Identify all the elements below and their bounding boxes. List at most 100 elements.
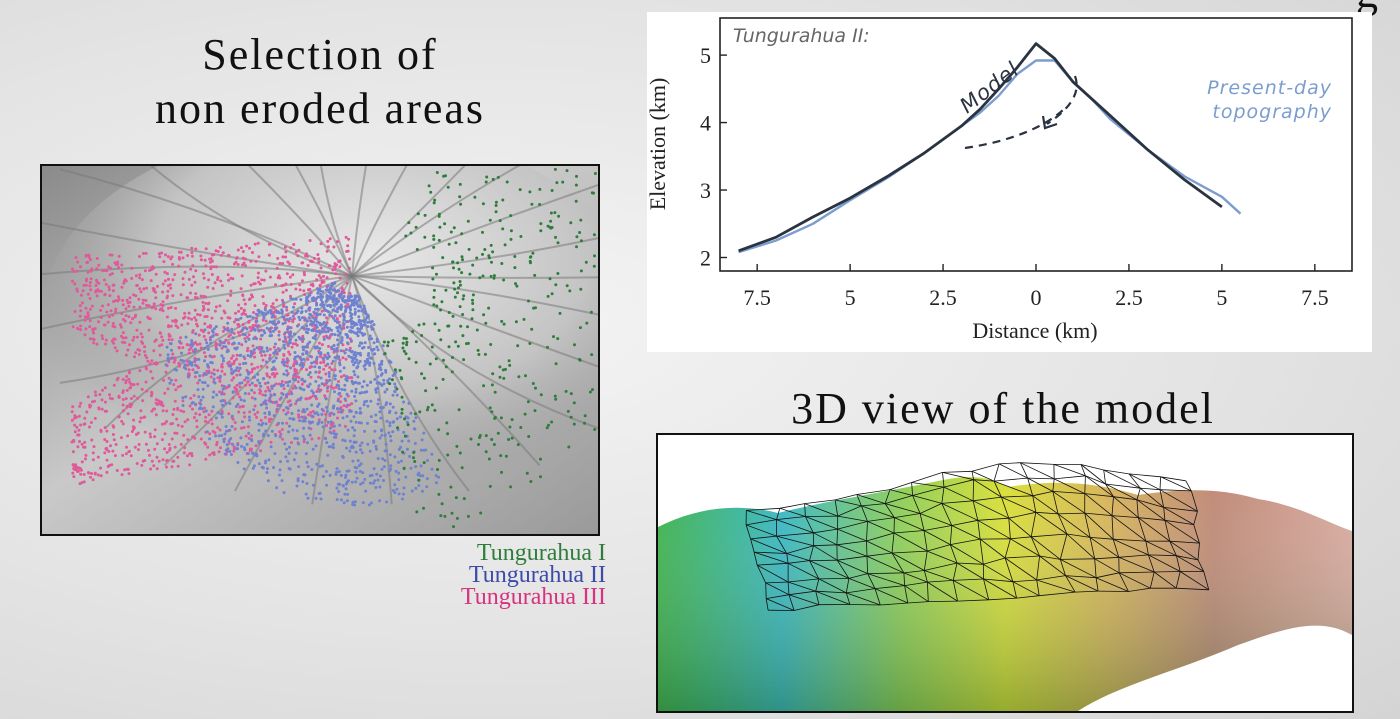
deposit-point	[331, 300, 335, 304]
mesh-edge	[973, 479, 995, 482]
deposit-point	[250, 370, 254, 374]
deposit-point	[349, 339, 353, 343]
deposit-point	[71, 267, 74, 271]
deposit-point	[250, 434, 254, 438]
deposit-point	[244, 434, 248, 438]
deposit-point	[286, 410, 290, 414]
deposit-point	[306, 264, 310, 267]
deposit-point	[469, 437, 473, 441]
deposit-point	[284, 255, 288, 259]
deposit-point	[292, 332, 296, 336]
deposit-point	[548, 277, 552, 281]
mesh-edge	[866, 532, 895, 542]
deposit-point	[327, 372, 331, 375]
deposit-point	[311, 282, 315, 286]
deposit-point	[491, 372, 495, 376]
deposit-point	[258, 391, 262, 395]
deposit-point	[344, 273, 348, 277]
deposit-point	[317, 420, 321, 424]
deposit-point	[79, 265, 82, 269]
deposit-point	[504, 454, 508, 458]
deposit-point	[188, 404, 192, 408]
mesh-edge	[1065, 575, 1097, 579]
deposit-point	[190, 283, 194, 287]
deposit-point	[111, 324, 115, 328]
deposit-point	[126, 348, 130, 352]
deposit-point	[230, 453, 233, 456]
deposit-point	[533, 273, 537, 277]
deposit-point	[256, 324, 260, 328]
deposit-point	[407, 357, 411, 361]
deposit-point	[209, 257, 213, 261]
deposit-point	[206, 344, 210, 348]
deposit-point	[300, 279, 304, 283]
deposit-point	[142, 287, 146, 291]
deposit-point	[294, 378, 298, 382]
deposit-point	[149, 467, 153, 471]
deposit-point	[482, 313, 486, 317]
deposit-point	[476, 348, 480, 352]
deposit-point	[282, 318, 286, 321]
deposit-point	[358, 469, 362, 473]
mesh-edge	[1085, 475, 1106, 485]
deposit-point	[212, 390, 216, 394]
deposit-point	[326, 245, 330, 249]
mesh-edge	[1090, 537, 1114, 540]
deposit-point	[108, 273, 112, 277]
deposit-point	[161, 409, 165, 413]
deposit-point	[553, 394, 557, 398]
deposit-point	[579, 287, 583, 291]
deposit-point	[425, 408, 429, 412]
deposit-point	[285, 447, 289, 451]
deposit-point	[194, 412, 198, 416]
deposit-point	[259, 403, 263, 407]
deposit-point	[347, 354, 351, 358]
deposit-point	[325, 409, 329, 413]
deposit-point	[301, 434, 305, 438]
deposit-point	[335, 317, 339, 321]
deposit-point	[288, 352, 292, 356]
deposit-point	[275, 407, 279, 411]
deposit-point	[99, 308, 103, 312]
deposit-point	[135, 462, 139, 465]
deposit-point	[84, 453, 88, 457]
deposit-point	[333, 288, 337, 292]
deposit-point	[527, 299, 530, 303]
deposit-point	[386, 340, 390, 344]
deposit-point	[232, 449, 236, 453]
chart-title: Tungurahua II:	[733, 25, 870, 47]
deposit-point	[215, 333, 219, 337]
deposit-point	[281, 358, 285, 362]
deposit-point	[260, 354, 264, 357]
deposit-point	[84, 254, 88, 258]
deposit-point	[283, 331, 287, 335]
deposit-point	[81, 301, 84, 305]
mesh-edge	[1005, 555, 1040, 559]
deposit-point	[355, 302, 359, 306]
mesh-edge	[856, 494, 862, 507]
deposit-point	[345, 325, 349, 329]
deposit-point	[367, 503, 371, 507]
deposit-point	[125, 445, 129, 449]
deposit-point	[309, 319, 313, 323]
terrain-shading	[658, 476, 1352, 711]
deposit-point	[324, 470, 328, 473]
deposit-point	[454, 496, 458, 500]
deposit-point	[496, 431, 500, 435]
mesh-edge	[1094, 558, 1120, 574]
deposit-point	[461, 297, 465, 301]
mesh-edge	[951, 525, 981, 540]
deposit-point	[104, 282, 108, 286]
mesh-edge	[1169, 540, 1200, 544]
deposit-point	[103, 292, 107, 296]
deposit-point	[302, 271, 306, 274]
deposit-point	[336, 407, 339, 411]
deposit-point	[315, 355, 319, 359]
deposit-point	[349, 446, 353, 449]
mesh-edge	[1027, 477, 1053, 492]
deposit-point	[327, 264, 331, 268]
deposit-point	[277, 320, 281, 324]
deposit-point	[70, 410, 74, 414]
deposit-point	[300, 306, 304, 310]
terrain-ridge	[247, 166, 353, 277]
